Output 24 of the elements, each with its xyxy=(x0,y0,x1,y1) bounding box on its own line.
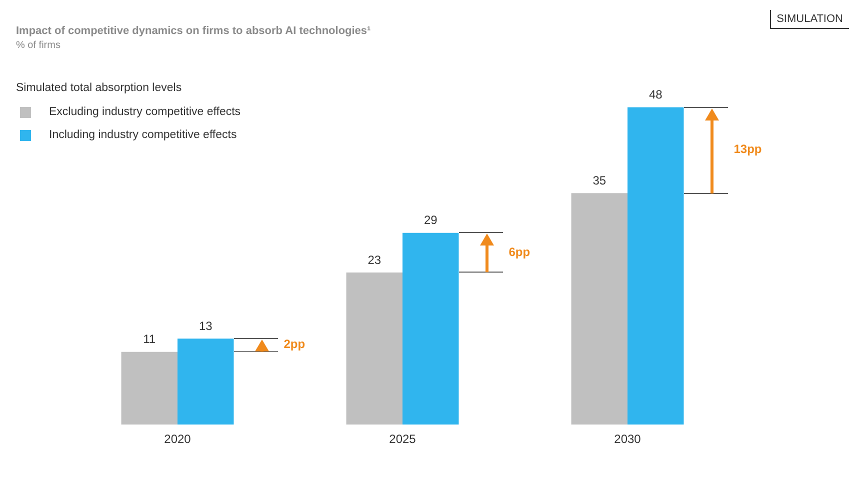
legend-label: Including industry competitive effects xyxy=(49,129,237,141)
bar xyxy=(628,107,684,425)
x-tick-label: 2025 xyxy=(389,432,416,446)
data-label: 35 xyxy=(592,173,606,188)
bar xyxy=(121,352,178,425)
text: SIMULATION xyxy=(770,10,849,29)
bar xyxy=(571,193,628,425)
data-label: 48 xyxy=(648,88,663,102)
x-tick-label: 2030 xyxy=(614,432,642,446)
data-label: 23 xyxy=(368,252,382,267)
bar xyxy=(346,272,402,425)
legend-title: Simulated total absorption levels xyxy=(16,82,183,94)
legend-label: Excluding industry competitive effects xyxy=(49,106,241,118)
annotation: 6pp xyxy=(508,244,530,259)
annotation: 2pp xyxy=(284,337,306,352)
data-label: 29 xyxy=(424,213,438,228)
x-tick-label: 2020 xyxy=(164,432,192,446)
bar xyxy=(402,232,459,425)
data-label: 13 xyxy=(198,318,213,333)
data-label: 11 xyxy=(143,332,156,346)
chart-title: Impact of competitive dynamics on firms to absorb AI technologies¹ xyxy=(16,25,371,37)
annotation: 13pp xyxy=(734,142,762,156)
bar xyxy=(178,338,234,425)
chart-subtitle: % of firms xyxy=(16,40,60,51)
